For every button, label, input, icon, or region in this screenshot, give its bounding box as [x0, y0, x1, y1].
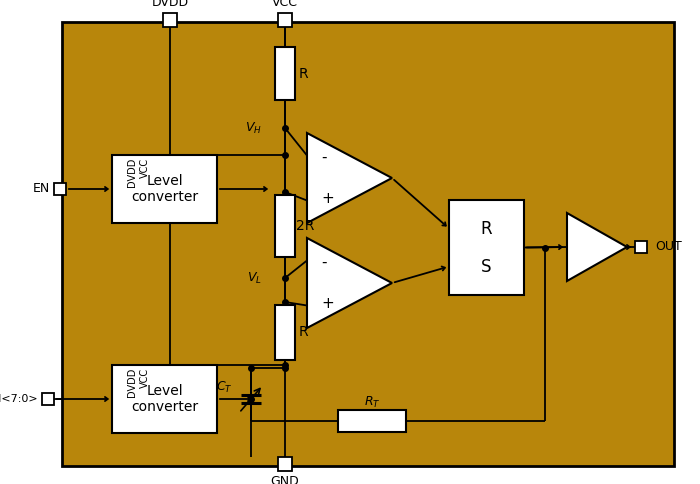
Text: -: -	[321, 255, 326, 270]
Bar	[338, 410, 406, 432]
Bar	[42, 393, 54, 405]
Bar	[278, 457, 292, 471]
Bar	[54, 183, 66, 195]
Bar	[635, 241, 647, 253]
Text: OUT: OUT	[655, 241, 682, 254]
Text: VCC: VCC	[272, 0, 298, 9]
Text: $V_L$: $V_L$	[247, 271, 262, 286]
Text: R: R	[298, 66, 308, 80]
Text: converter: converter	[131, 190, 198, 204]
Text: converter: converter	[131, 400, 198, 414]
Text: -: -	[321, 150, 326, 165]
Text: S: S	[482, 257, 491, 275]
Text: EN: EN	[33, 182, 50, 196]
Text: +: +	[321, 296, 334, 311]
Text: DVDD: DVDD	[127, 368, 137, 397]
Text: GND: GND	[271, 475, 300, 484]
Text: $V_H$: $V_H$	[245, 121, 262, 136]
Text: TRIM<7:0>: TRIM<7:0>	[0, 394, 38, 404]
Text: 2R: 2R	[296, 219, 314, 233]
Bar	[275, 47, 295, 100]
Bar	[275, 195, 295, 257]
Bar	[62, 22, 674, 466]
Text: VCC: VCC	[140, 368, 150, 388]
Text: $R_T$: $R_T$	[364, 394, 380, 409]
Text: VCC: VCC	[140, 158, 150, 178]
Bar	[275, 305, 295, 360]
Polygon shape	[307, 133, 392, 223]
Text: R: R	[298, 326, 308, 339]
Text: Level: Level	[146, 384, 183, 398]
Text: DVDD: DVDD	[127, 158, 137, 187]
Text: $C_T$: $C_T$	[216, 379, 233, 394]
Bar	[163, 13, 177, 27]
Text: R: R	[481, 220, 492, 238]
Bar	[112, 155, 217, 223]
Polygon shape	[307, 238, 392, 328]
Bar	[449, 200, 524, 295]
Polygon shape	[567, 213, 627, 281]
Text: Level: Level	[146, 174, 183, 188]
Text: DVDD: DVDD	[151, 0, 188, 9]
Bar	[112, 365, 217, 433]
Text: +: +	[321, 191, 334, 206]
Bar	[278, 13, 292, 27]
